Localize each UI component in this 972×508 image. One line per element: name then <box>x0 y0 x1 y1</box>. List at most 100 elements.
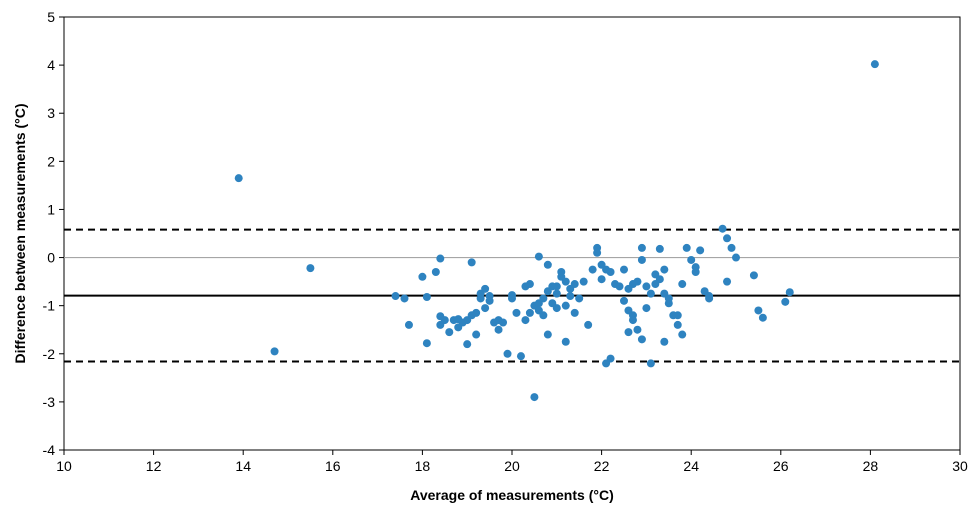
data-point <box>422 339 431 348</box>
data-point <box>566 292 575 301</box>
data-point <box>633 277 642 286</box>
data-point <box>561 337 570 346</box>
x-tick-label: 10 <box>56 458 72 474</box>
y-tick-label: 5 <box>47 9 55 25</box>
data-point <box>481 284 490 293</box>
data-point <box>637 243 646 252</box>
x-tick-label: 28 <box>863 458 879 474</box>
data-point <box>682 243 691 252</box>
x-axis-ticks: 10 12 14 16 18 20 22 24 26 28 30 <box>56 450 968 474</box>
y-tick-label: 2 <box>47 153 55 169</box>
data-point <box>687 255 696 264</box>
data-point <box>655 275 664 284</box>
y-tick-label: -4 <box>43 442 56 458</box>
data-point <box>418 272 427 281</box>
data-point <box>552 282 561 291</box>
data-point <box>499 318 508 327</box>
x-tick-label: 20 <box>504 458 520 474</box>
data-point <box>718 224 727 233</box>
data-point <box>637 255 646 264</box>
data-point <box>463 340 472 349</box>
data-point <box>561 277 570 286</box>
data-point <box>445 328 454 337</box>
x-tick-label: 18 <box>415 458 431 474</box>
data-point <box>521 316 530 325</box>
x-axis-title: Average of measurements (°C) <box>410 487 613 503</box>
data-point <box>696 246 705 255</box>
y-axis-title: Difference between measurements (°C) <box>12 103 28 363</box>
data-point <box>481 304 490 313</box>
data-point <box>723 277 732 286</box>
data-point <box>620 265 628 274</box>
data-point <box>758 313 767 322</box>
data-point <box>642 304 651 313</box>
data-point <box>234 174 243 183</box>
y-tick-label: -3 <box>43 394 56 410</box>
data-point <box>508 291 516 300</box>
data-point <box>431 267 440 276</box>
y-tick-label: 0 <box>47 250 55 266</box>
data-point <box>503 349 512 358</box>
data-point <box>673 311 682 320</box>
data-point <box>673 320 682 329</box>
data-point <box>615 282 624 291</box>
data-point <box>512 308 521 317</box>
data-point <box>472 308 481 317</box>
data-point <box>543 330 552 339</box>
data-point <box>404 320 413 329</box>
data-point <box>606 267 615 276</box>
data-point <box>691 267 700 276</box>
reference-lines <box>64 228 960 363</box>
data-point <box>557 267 566 276</box>
data-point <box>664 294 673 303</box>
data-point <box>552 289 561 298</box>
data-point <box>534 252 543 261</box>
x-tick-label: 24 <box>683 458 699 474</box>
y-tick-label: -1 <box>43 298 56 314</box>
data-point <box>467 258 476 267</box>
data-point <box>633 325 642 334</box>
y-axis-ticks: -4 -3 -2 -1 0 1 2 3 4 5 <box>43 9 64 458</box>
x-tick-label: 16 <box>325 458 341 474</box>
data-point <box>436 254 445 263</box>
data-point <box>530 393 539 402</box>
data-point <box>539 311 548 320</box>
data-point <box>422 293 431 302</box>
data-point <box>723 234 732 243</box>
data-point <box>552 304 561 313</box>
data-point <box>606 354 615 363</box>
data-point <box>306 264 315 273</box>
plot-area <box>63 16 961 451</box>
data-point <box>597 275 606 284</box>
data-point <box>727 243 736 252</box>
data-point <box>660 337 669 346</box>
data-point <box>525 308 534 317</box>
data-point <box>270 347 279 356</box>
x-tick-label: 26 <box>773 458 789 474</box>
data-point <box>588 265 597 274</box>
data-point <box>781 297 790 306</box>
x-tick-label: 14 <box>235 458 251 474</box>
data-point <box>642 282 651 291</box>
data-point <box>678 330 687 339</box>
y-tick-label: -2 <box>43 346 56 362</box>
data-point <box>575 294 584 303</box>
data-point <box>705 292 714 301</box>
y-tick-label: 1 <box>47 201 55 217</box>
data-point <box>472 330 481 339</box>
data-point <box>570 308 579 317</box>
data-point <box>785 288 794 297</box>
data-point <box>543 260 552 269</box>
data-point <box>400 294 409 303</box>
data-point <box>624 328 633 337</box>
data-point <box>749 271 758 280</box>
x-tick-label: 12 <box>146 458 162 474</box>
data-point <box>646 289 655 298</box>
data-point <box>516 352 525 361</box>
data-point <box>732 253 740 262</box>
data-point <box>579 277 588 286</box>
plot-frame <box>63 16 961 451</box>
data-point <box>561 301 570 310</box>
data-point <box>593 248 602 257</box>
